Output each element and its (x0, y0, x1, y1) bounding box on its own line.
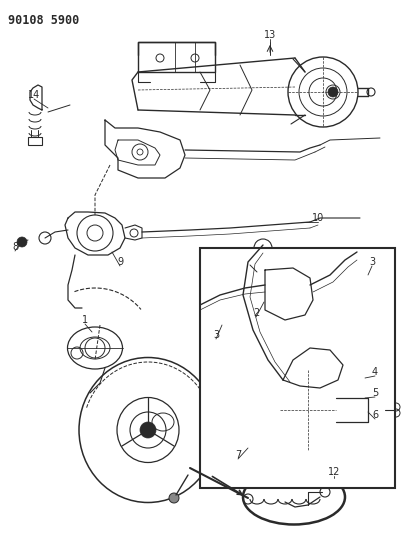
Text: 10: 10 (312, 213, 324, 223)
Text: 4: 4 (372, 367, 378, 377)
Text: 5: 5 (372, 388, 378, 398)
Text: 9: 9 (117, 257, 123, 267)
Text: 6: 6 (372, 410, 378, 420)
Text: 7: 7 (235, 450, 241, 460)
Text: 90108 5900: 90108 5900 (8, 14, 79, 27)
Circle shape (169, 493, 179, 503)
Text: 2: 2 (253, 308, 259, 318)
Text: 3: 3 (369, 257, 375, 267)
Text: 3: 3 (213, 330, 219, 340)
Text: 8: 8 (12, 242, 18, 252)
Circle shape (140, 422, 156, 438)
Circle shape (313, 363, 323, 373)
Text: 12: 12 (328, 467, 340, 477)
Bar (28, 137, 42, 145)
Text: 1: 1 (82, 315, 88, 325)
Bar (138, 42, 215, 72)
Bar (200, 248, 395, 488)
Circle shape (17, 237, 27, 247)
Text: 14: 14 (28, 90, 40, 100)
Text: 13: 13 (264, 30, 276, 40)
Circle shape (328, 87, 338, 97)
